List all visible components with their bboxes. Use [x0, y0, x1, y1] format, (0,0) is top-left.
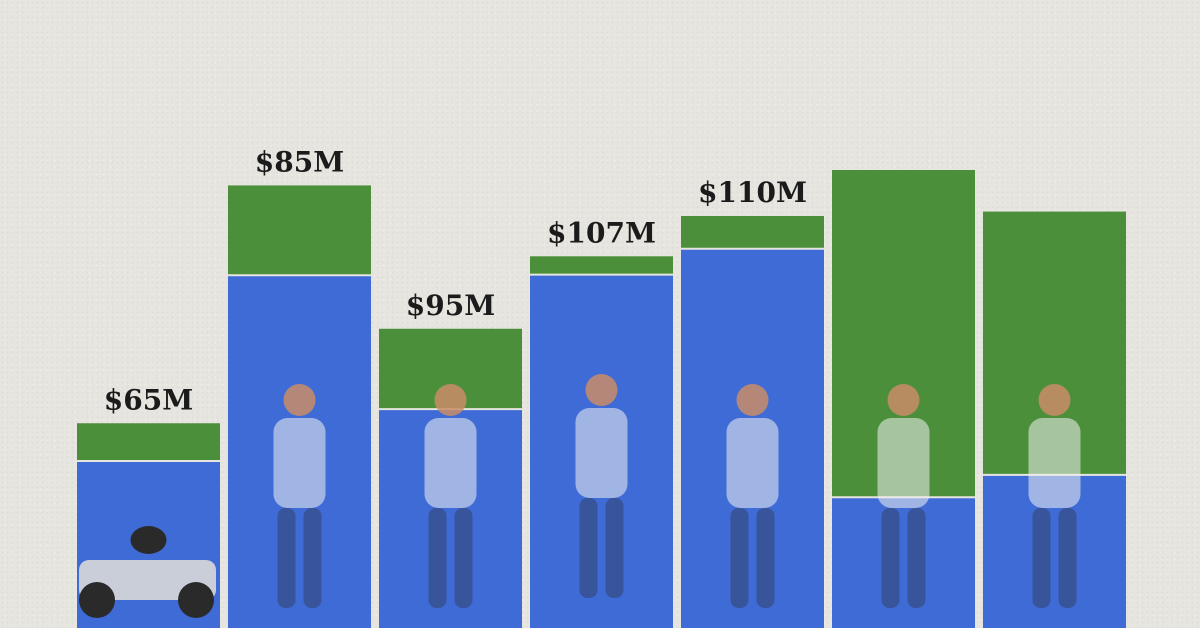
value-label-4: $107M — [547, 216, 656, 249]
value-label-5: $110M — [698, 176, 807, 209]
value-label-1: $65M — [104, 383, 193, 416]
bar-segment-top-2 — [228, 185, 371, 275]
bar-segment-top-1 — [77, 423, 220, 461]
bar-segment-top-4 — [530, 256, 673, 274]
bar-segment-top-5 — [681, 216, 824, 249]
value-label-2: $85M — [255, 145, 344, 178]
bar-segment-bottom-6 — [832, 497, 975, 628]
value-label-3: $95M — [406, 289, 495, 322]
